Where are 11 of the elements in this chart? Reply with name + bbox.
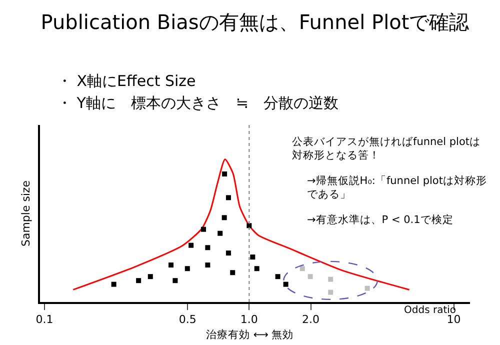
chart-title: Publication Biasの有無は、Funnel Plotで確認 xyxy=(40,10,470,34)
annotation: →帰無仮説H₀:「funnel plotは対称形である」 xyxy=(307,174,487,201)
x-tick-label: 2.0 xyxy=(302,312,320,326)
x-tick-label: 0.5 xyxy=(178,312,196,326)
text: 治療有効 ⟷ 無効 xyxy=(206,328,294,341)
annotation: 公表バイアスが無ければfunnel plotは対称形となる筈！ xyxy=(292,135,480,162)
x-tick-label: 0.1 xyxy=(36,312,54,326)
x-tick-label: 1.0 xyxy=(240,312,258,326)
annotation: →有意水準は、P < 0.1で検定 xyxy=(307,213,454,226)
y-axis-title: Sample size xyxy=(19,180,32,247)
chart-subtitle: ・ X軸にEffect Size ・ Y軸に 標本の大きさ ≒ 分散の逆数 xyxy=(57,72,339,112)
